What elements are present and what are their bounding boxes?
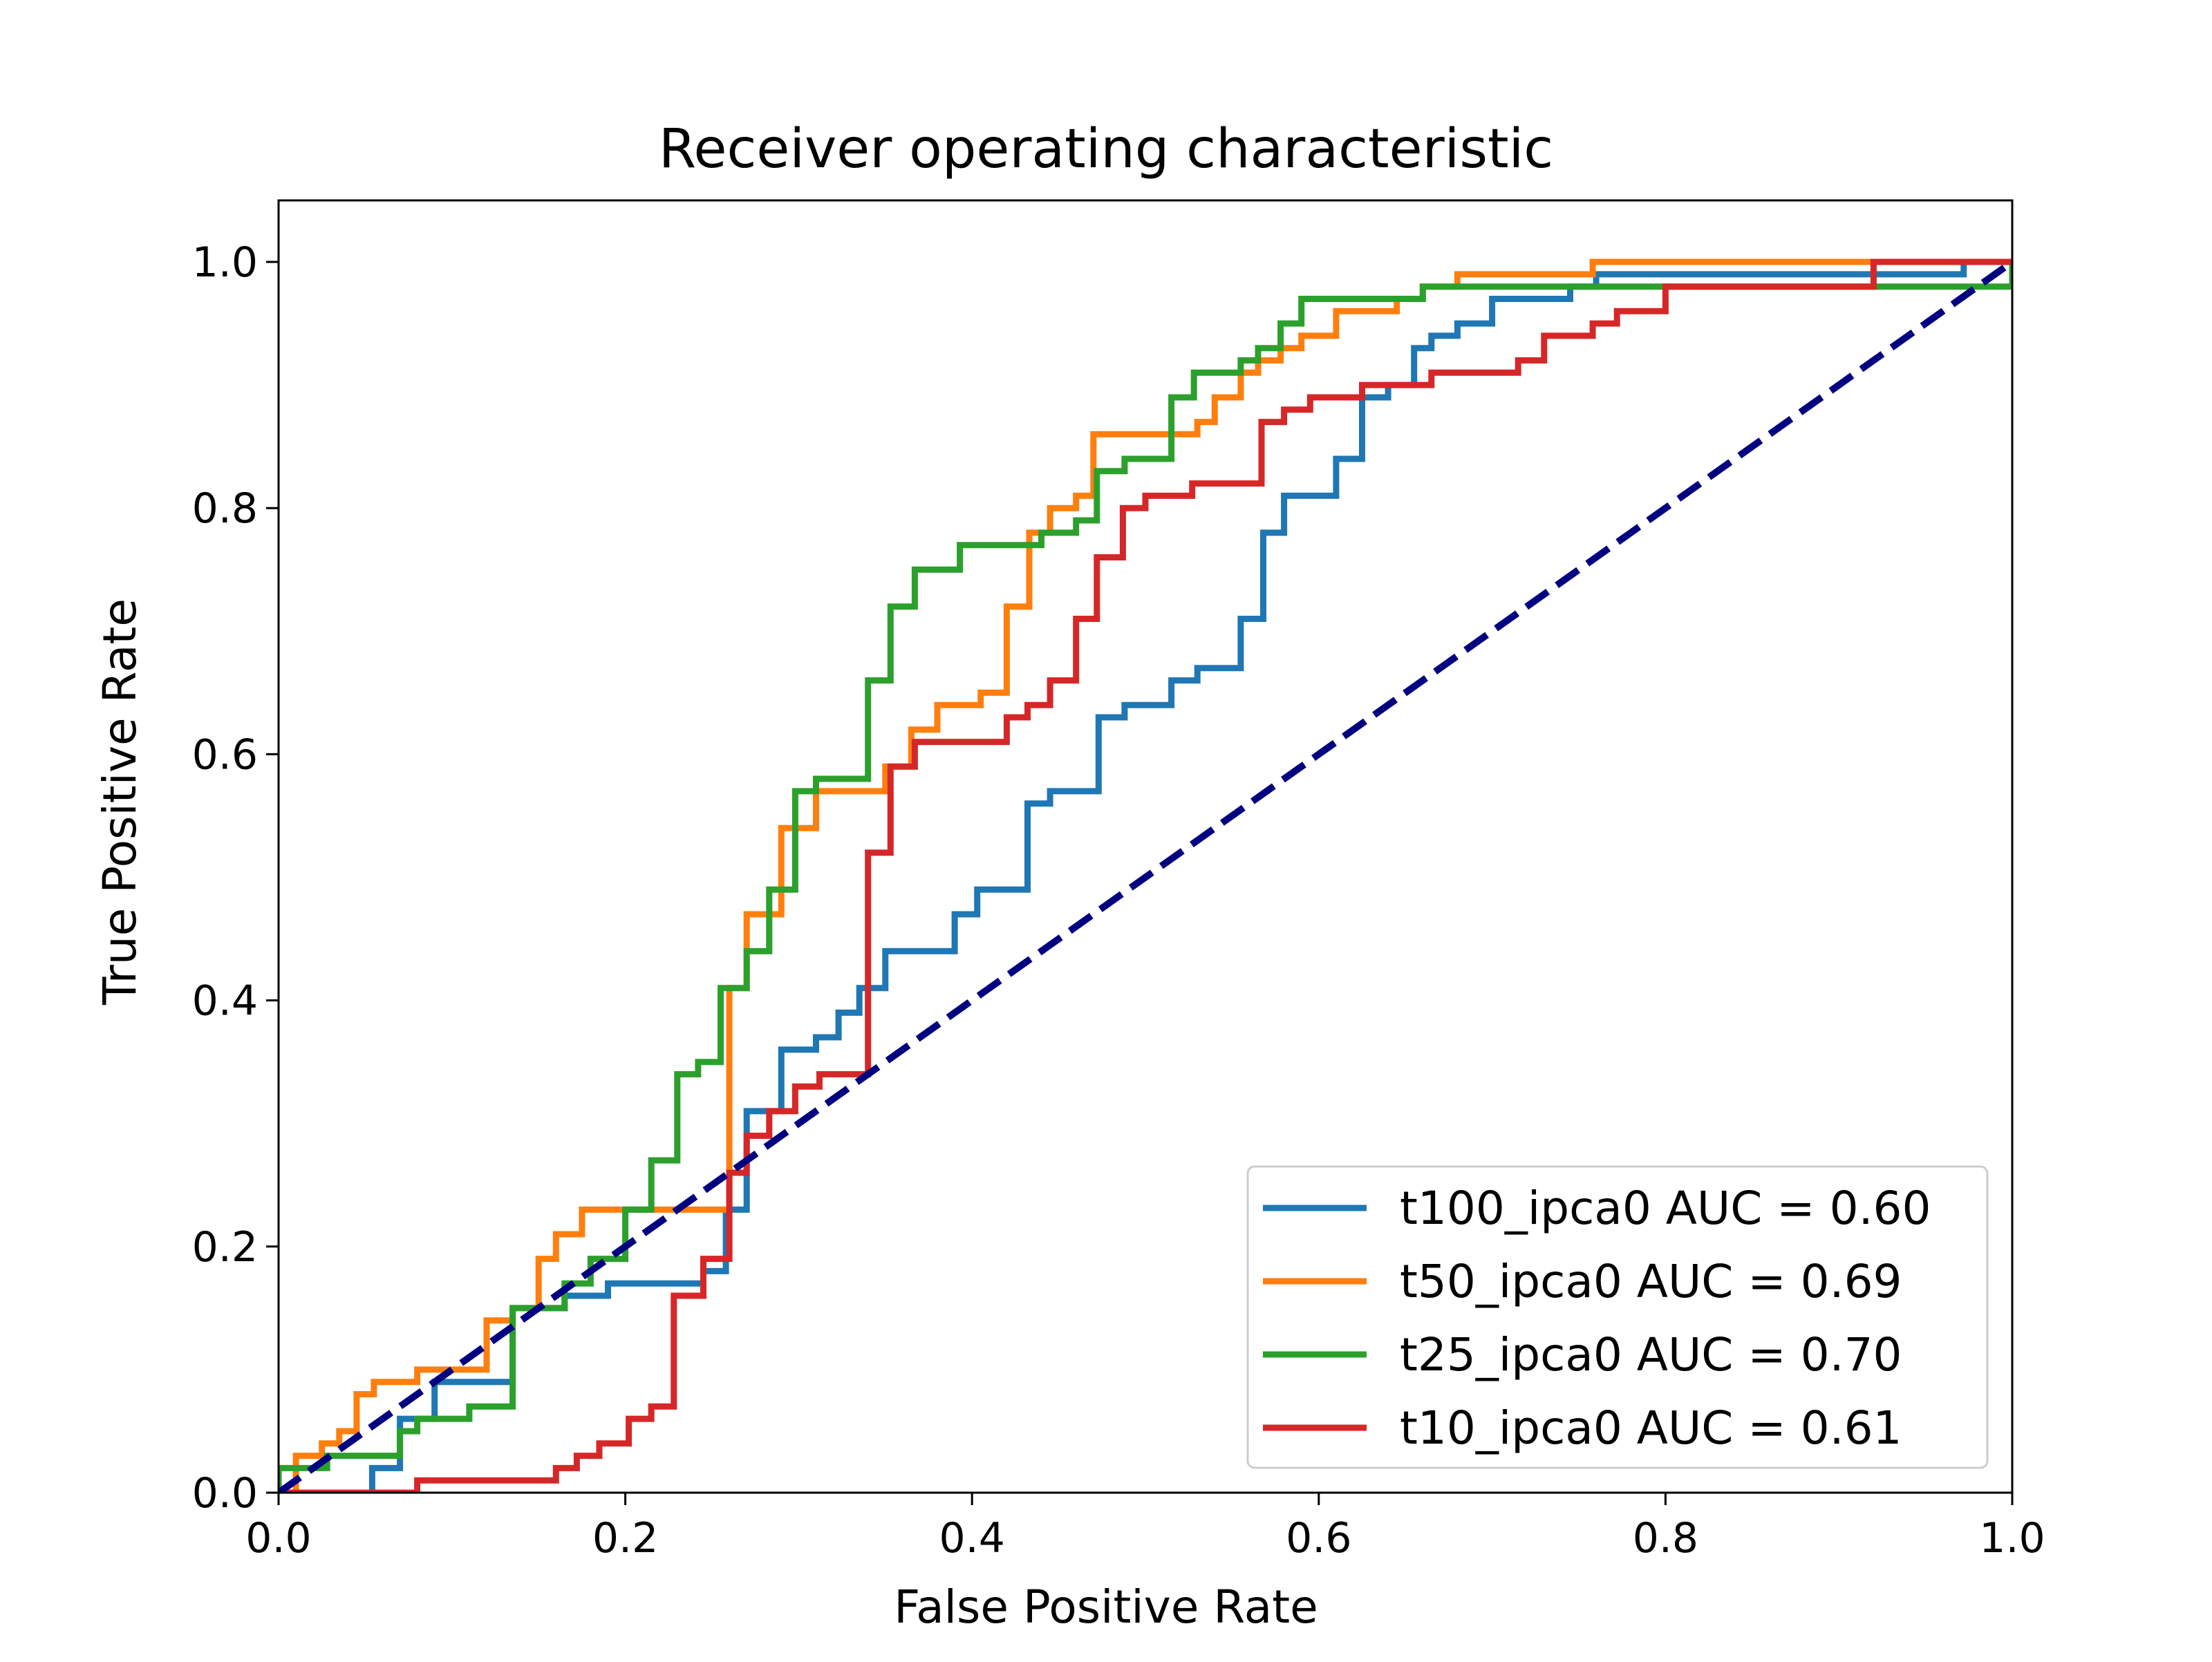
- y-tick-label: 1.0: [192, 238, 258, 287]
- legend-label-3: t10_ipca0 AUC = 0.61: [1400, 1401, 1902, 1455]
- y-tick-label: 0.0: [192, 1469, 258, 1518]
- roc-curve-3: [279, 258, 2012, 1493]
- chart-title: Receiver operating characteristic: [659, 118, 1553, 180]
- roc-curve-2: [279, 258, 2012, 1493]
- x-tick-label: 0.4: [939, 1514, 1004, 1562]
- y-tick-label: 0.2: [192, 1223, 258, 1272]
- legend-label-2: t25_ipca0 AUC = 0.70: [1400, 1328, 1902, 1381]
- x-tick-label: 0.2: [592, 1514, 658, 1562]
- x-axis-label: False Positive Rate: [894, 1580, 1318, 1634]
- plot-area: 0.0 0.2 0.4 0.6 0.8 1.0 0.0 0.2 0.4 0.6 0.8 1.0 t100…: [192, 199, 2045, 1562]
- legend: t100_ipca0 AUC = 0.60 t50_ipca0 AUC = 0.6…: [1246, 1165, 1989, 1469]
- series-group: [279, 258, 2012, 1493]
- x-tick-label: 0.6: [1286, 1514, 1351, 1562]
- y-tick-label: 0.4: [192, 977, 258, 1026]
- y-tick-label: 0.8: [192, 484, 258, 533]
- x-tick-label: 0.8: [1633, 1514, 1698, 1562]
- legend-label-1: t50_ipca0 AUC = 0.69: [1400, 1255, 1902, 1308]
- y-axis-label: True Positive Rate: [93, 598, 147, 1005]
- legend-box: [1246, 1165, 1989, 1469]
- legend-label-0: t100_ipca0 AUC = 0.60: [1400, 1182, 1931, 1235]
- y-tick-label: 0.6: [192, 730, 258, 779]
- x-tick-label: 0.0: [245, 1514, 311, 1562]
- axes-frame: [277, 199, 2014, 1494]
- x-tick-label: 1.0: [1979, 1514, 2045, 1562]
- chance-diagonal-line: [279, 258, 2012, 1493]
- roc-curve-0: [279, 258, 2012, 1493]
- roc-curve-1: [279, 258, 2012, 1493]
